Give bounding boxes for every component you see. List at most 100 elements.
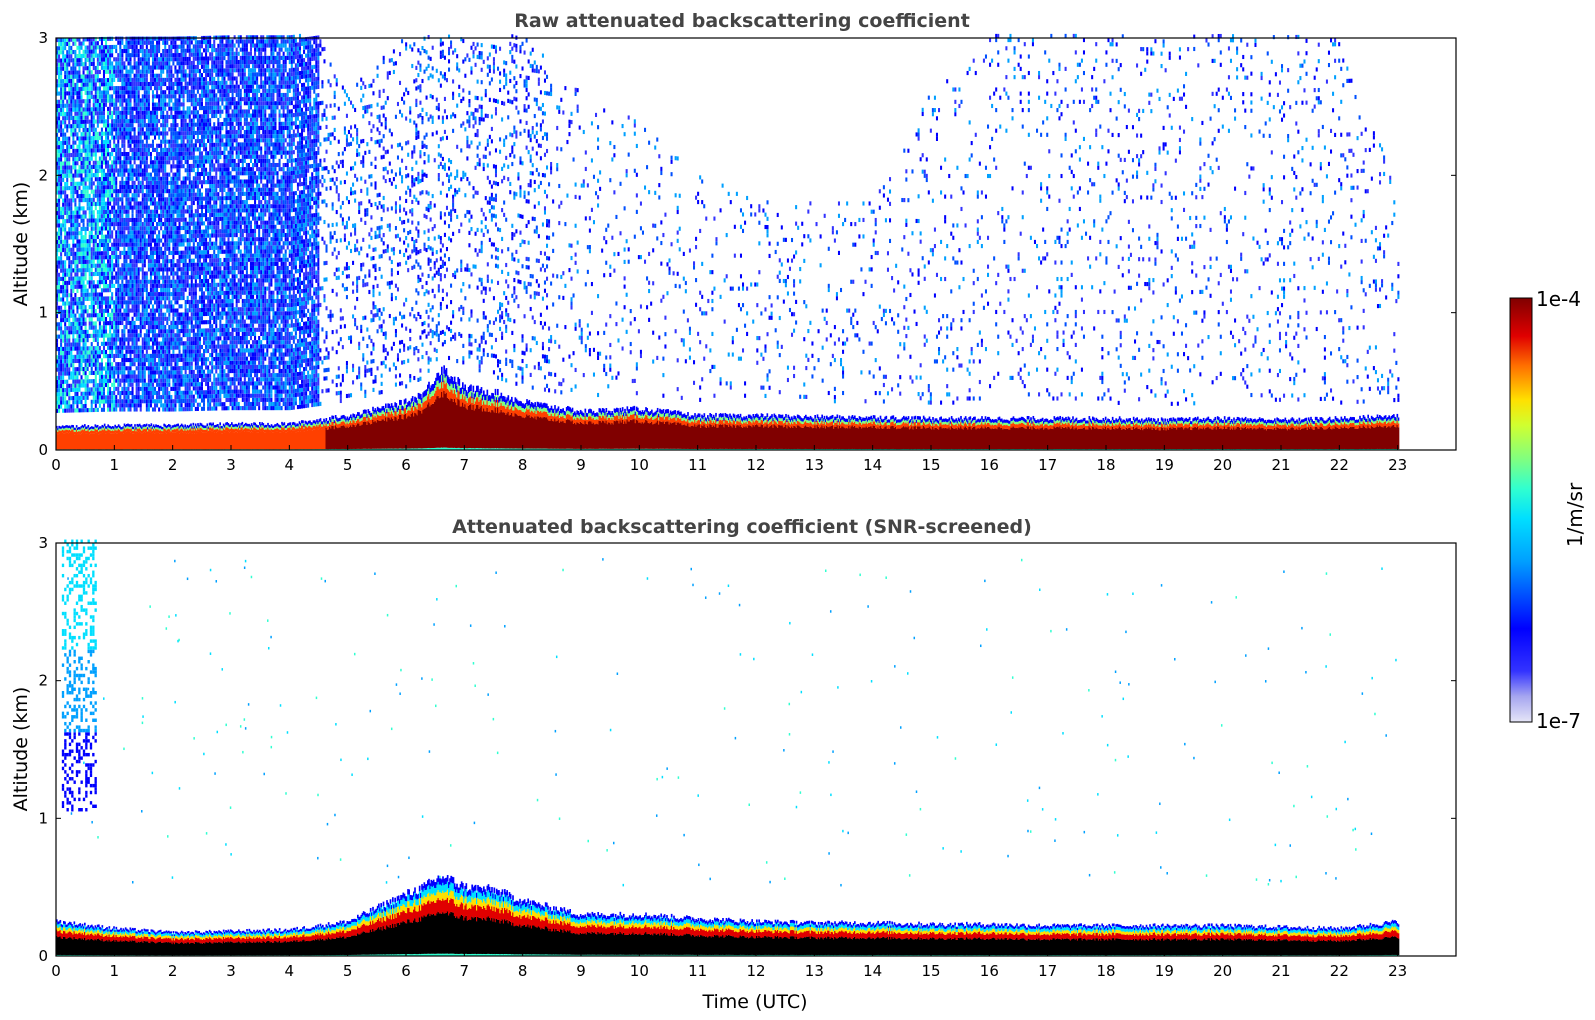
data-cell	[176, 234, 178, 238]
data-cell	[136, 379, 138, 383]
data-cell	[115, 321, 117, 325]
data-cell	[158, 127, 160, 131]
data-cell	[99, 198, 101, 202]
data-cell	[123, 160, 125, 164]
data-cell	[103, 74, 105, 78]
data-cell	[81, 91, 83, 95]
data-cell	[181, 304, 183, 308]
data-cell	[87, 111, 89, 115]
data-cell	[72, 318, 74, 322]
data-cell	[93, 45, 95, 49]
data-cell	[179, 94, 181, 98]
data-cell	[187, 399, 189, 403]
data-cell	[97, 367, 99, 371]
data-cell	[109, 185, 111, 189]
data-cell	[97, 185, 99, 189]
data-cell	[107, 263, 109, 267]
data-cell	[134, 234, 136, 238]
data-cell	[68, 384, 70, 388]
data-cell	[101, 165, 103, 169]
data-cell	[66, 112, 68, 116]
data-cell	[85, 149, 87, 153]
data-cell	[181, 74, 183, 78]
data-cell	[185, 185, 187, 189]
data-cell	[134, 255, 136, 259]
data-cell	[183, 317, 185, 321]
data-cell	[105, 144, 107, 148]
data-cell	[89, 371, 91, 375]
data-cell	[99, 181, 101, 185]
data-cell	[183, 399, 185, 403]
data-cell	[181, 61, 183, 65]
data-cell	[130, 82, 132, 86]
data-cell	[166, 160, 168, 164]
data-cell	[107, 90, 109, 94]
data-cell	[81, 75, 83, 79]
data-cell	[170, 65, 172, 69]
data-cell	[162, 61, 164, 65]
data-cell	[95, 70, 97, 74]
data-cell	[176, 317, 178, 321]
data-cell	[140, 247, 142, 251]
data-cell	[64, 264, 66, 268]
data-cell	[172, 329, 174, 333]
data-cell	[101, 292, 103, 296]
data-cell	[101, 350, 103, 354]
data-cell	[164, 354, 166, 358]
data-cell	[83, 289, 85, 293]
data-cell	[142, 342, 144, 346]
data-cell	[74, 297, 76, 301]
data-cell	[117, 222, 119, 226]
data-cell	[166, 350, 168, 354]
data-cell	[109, 86, 111, 90]
data-cell	[64, 207, 66, 211]
data-cell	[162, 321, 164, 325]
data-cell	[168, 156, 170, 160]
data-cell	[117, 263, 119, 267]
data-cell	[62, 334, 64, 338]
data-cell	[93, 218, 95, 222]
data-cell	[150, 276, 152, 280]
data-cell	[134, 127, 136, 131]
data-cell	[81, 260, 83, 264]
data-cell	[121, 288, 123, 292]
data-cell	[140, 74, 142, 78]
data-cell	[115, 292, 117, 296]
data-cell	[78, 70, 80, 74]
data-cell	[95, 74, 97, 78]
data-cell	[107, 338, 109, 342]
data-cell	[105, 136, 107, 140]
data-cell	[140, 49, 142, 53]
data-cell	[179, 164, 181, 168]
data-cell	[85, 408, 87, 412]
data-cell	[160, 300, 162, 304]
data-cell	[115, 354, 117, 358]
data-cell	[117, 333, 119, 337]
data-cell	[107, 127, 109, 131]
data-cell	[113, 78, 115, 82]
data-cell	[130, 140, 132, 144]
data-cell	[174, 53, 176, 57]
data-cell	[70, 322, 72, 326]
data-cell	[156, 346, 158, 350]
data-cell	[152, 181, 154, 185]
data-cell	[83, 120, 85, 124]
data-cell	[97, 115, 99, 119]
data-cell	[181, 288, 183, 292]
data-cell	[111, 395, 113, 399]
data-cell	[125, 399, 127, 403]
data-cell	[174, 271, 176, 275]
data-cell	[130, 350, 132, 354]
data-cell	[148, 346, 150, 350]
data-cell	[164, 337, 166, 341]
data-cell	[60, 190, 62, 194]
data-cell	[152, 337, 154, 341]
data-cell	[144, 193, 146, 197]
data-cell	[91, 363, 93, 367]
data-cell	[140, 41, 142, 45]
data-cell	[97, 268, 99, 272]
data-cell	[185, 152, 187, 156]
data-cell	[89, 78, 91, 82]
data-cell	[172, 346, 174, 350]
data-cell	[154, 374, 156, 378]
